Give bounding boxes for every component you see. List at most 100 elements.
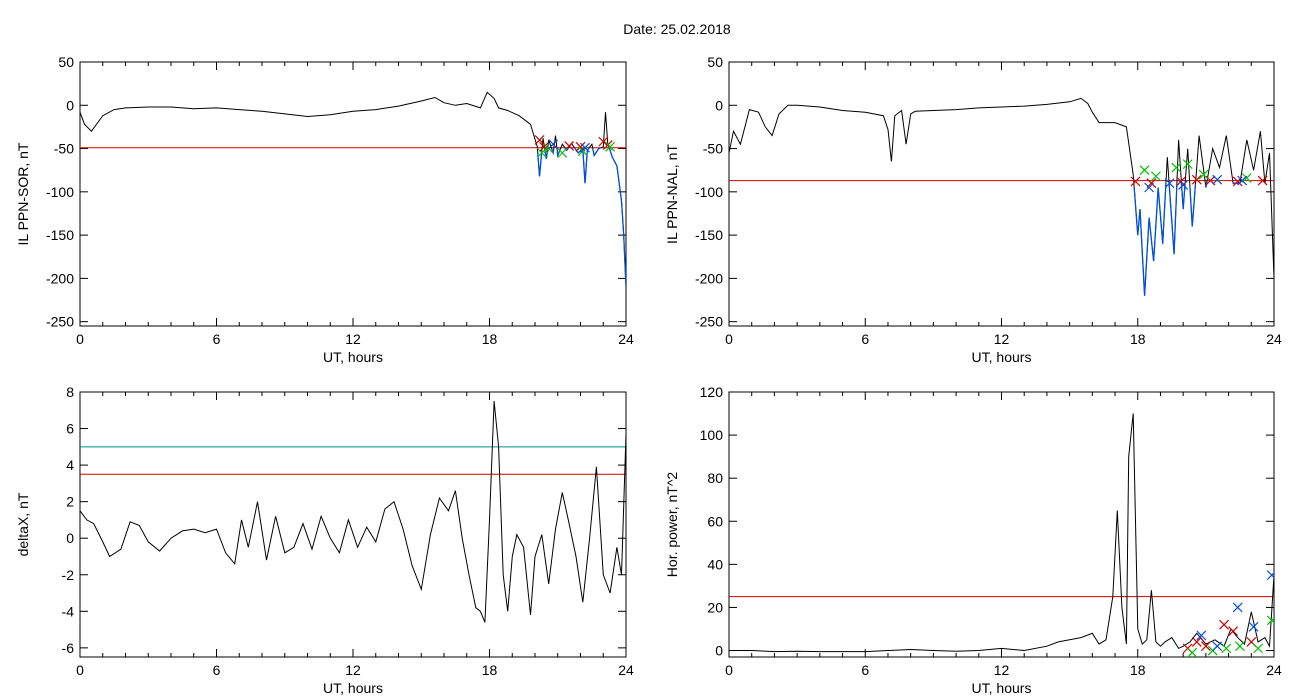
y-tick-label: -4: [62, 603, 75, 619]
marker-green: [1253, 643, 1264, 654]
x-tick-label: 6: [861, 331, 869, 347]
panel-p3: 0 6 12 18 24 8 6 4 2 0 -2 -4 -6 UT, hours deltaX, nT: [15, 384, 634, 696]
x-tick-label: 24: [1266, 331, 1282, 347]
y-tick-label: 4: [66, 457, 74, 473]
below-threshold-segment: [1133, 183, 1167, 296]
y-axis-label: Hor. power, nT^2: [664, 472, 680, 578]
marker-blue: [1237, 175, 1248, 186]
x-tick-label: 18: [482, 331, 498, 347]
y-tick-label: 50: [58, 54, 74, 70]
y-axis-label: IL PPN-SOR, nT: [15, 142, 31, 245]
marker-green: [557, 147, 568, 158]
y-tick-label: 50: [707, 54, 723, 70]
x-tick-label: 6: [213, 331, 221, 347]
x-tick-label: 12: [994, 662, 1010, 678]
y-tick-label: 20: [707, 599, 723, 615]
x-tick-label: 24: [618, 662, 634, 678]
y-tick-label: 120: [700, 384, 724, 400]
y-tick-label: -250: [46, 314, 74, 330]
x-axis-label: UT, hours: [972, 680, 1032, 696]
y-tick-label: 80: [707, 470, 723, 486]
x-tick-label: 18: [1130, 331, 1146, 347]
marker-green: [1221, 643, 1232, 654]
y-tick-label: -100: [695, 184, 723, 200]
marker-blue: [1144, 182, 1155, 193]
below-threshold-segment: [1204, 182, 1208, 188]
y-tick-label: 0: [715, 643, 723, 659]
x-tick-label: 0: [725, 331, 733, 347]
marker-red: [534, 134, 545, 145]
marker-blue: [1232, 602, 1243, 613]
below-threshold-segment: [537, 150, 543, 177]
y-tick-label: -200: [695, 270, 723, 286]
marker-green: [1235, 641, 1245, 652]
series-line: [729, 97, 1274, 296]
y-tick-label: -50: [703, 141, 723, 157]
x-tick-label: 0: [76, 331, 84, 347]
x-tick-label: 24: [618, 331, 634, 347]
below-threshold-segment: [592, 147, 602, 158]
panel-p4: 0 6 12 18 24 120 100 80 60 40 20 0 UT, hours Hor. pow…: [664, 384, 1282, 696]
series-line: [80, 91, 626, 288]
x-tick-label: 6: [861, 662, 869, 678]
marker-red: [1228, 626, 1239, 637]
below-threshold-segment: [551, 148, 555, 156]
marker-green: [1171, 162, 1182, 173]
marker-red: [1257, 175, 1268, 186]
plot-area: [80, 401, 626, 623]
marker-green: [1150, 171, 1161, 182]
marker-red: [1200, 641, 1211, 652]
marker-blue: [1164, 178, 1175, 189]
marker-green: [1266, 617, 1274, 626]
marker-blue: [1178, 179, 1189, 190]
x-tick-label: 12: [994, 331, 1010, 347]
below-threshold-segment: [1180, 181, 1186, 210]
x-tick-label: 18: [482, 662, 498, 678]
plot-frame: [728, 61, 1275, 327]
plot-area: [729, 413, 1274, 657]
y-axis-label: IL PPN-NAL, nT: [664, 144, 680, 244]
marker-blue: [1266, 572, 1274, 581]
panel-p2: 0 6 12 18 24 50 0 -50 -100 -150 -200 -250 UT, hours I…: [664, 54, 1282, 365]
plot-frame: [79, 61, 627, 327]
y-tick-label: -50: [54, 141, 74, 157]
y-tick-label: -250: [695, 314, 723, 330]
marker-red: [598, 136, 609, 147]
marker-red: [1130, 176, 1141, 187]
y-tick-label: -200: [46, 270, 74, 286]
series-line: [80, 401, 626, 623]
y-tick-label: 0: [66, 97, 74, 113]
marker-blue: [548, 139, 559, 150]
below-threshold-segment: [608, 147, 626, 288]
y-tick-label: 2: [66, 494, 74, 510]
marker-green: [1198, 169, 1209, 180]
marker-red: [1191, 636, 1202, 647]
y-tick-label: -6: [62, 640, 75, 656]
panel-p1: 0 6 12 18 24 50 0 -50 -100 -150 -200 -250 UT, hours I…: [15, 54, 634, 365]
marker-green: [1187, 647, 1198, 657]
marker-green: [536, 147, 547, 158]
marker-red: [539, 141, 550, 152]
x-tick-label: 24: [1266, 662, 1282, 678]
marker-green: [605, 141, 615, 152]
y-tick-label: 6: [66, 421, 74, 437]
x-tick-label: 0: [76, 662, 84, 678]
x-tick-label: 12: [345, 331, 361, 347]
plot-frame: [79, 391, 627, 658]
marker-blue: [580, 142, 590, 153]
x-tick-label: 12: [345, 662, 361, 678]
marker-blue: [1196, 630, 1207, 641]
x-tick-label: 6: [213, 662, 221, 678]
x-axis-label: UT, hours: [323, 349, 383, 365]
x-axis-label: UT, hours: [323, 680, 383, 696]
below-threshold-segment: [1168, 183, 1178, 255]
y-tick-label: -150: [695, 227, 723, 243]
marker-red: [1205, 175, 1216, 186]
x-axis-label: UT, hours: [972, 349, 1032, 365]
y-axis-label: deltaX, nT: [15, 492, 31, 556]
y-tick-label: 0: [66, 530, 74, 546]
marker-red: [1191, 174, 1202, 185]
below-threshold-segment: [1189, 183, 1197, 227]
